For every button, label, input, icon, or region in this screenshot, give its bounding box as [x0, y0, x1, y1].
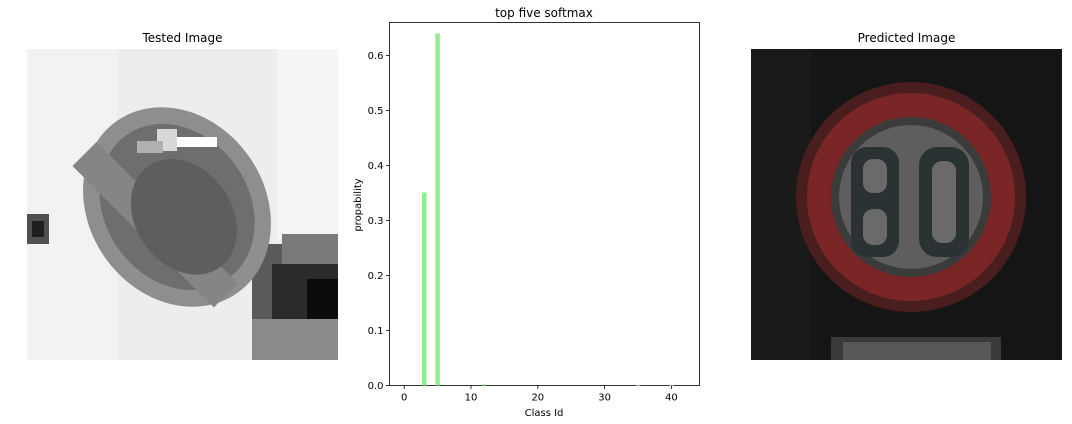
- bar-class-3: [421, 192, 427, 386]
- tested-image-graphic: [27, 49, 338, 360]
- chart-title: top five softmax: [495, 6, 593, 20]
- x-tick-label: 0: [401, 393, 407, 404]
- predicted-image-title: Predicted Image: [857, 31, 956, 45]
- y-tick-label: 0.3: [368, 216, 384, 227]
- y-tick-label: 0.6: [368, 51, 384, 62]
- x-axis-label: Class Id: [525, 408, 564, 419]
- y-tick-label: 0.2: [368, 271, 384, 282]
- bars: [421, 33, 674, 386]
- bar-class-40: [669, 384, 674, 386]
- bar-class-35: [635, 384, 641, 386]
- y-tick-label: 0.5: [368, 106, 384, 117]
- y-tick-label: 0.1: [368, 326, 384, 337]
- plot-frame: [389, 22, 700, 386]
- bar-class-5: [435, 33, 440, 386]
- x-tick-label: 10: [465, 393, 478, 404]
- y-tick-label: 0.4: [368, 161, 384, 172]
- tested-image-title: Tested Image: [142, 31, 223, 45]
- axis-ticks: 0 10 20 30 40 0.0 0.1 0.2 0.3 0.4 0.5 0.6: [368, 51, 678, 404]
- x-tick-label: 20: [531, 393, 544, 404]
- predicted-image-graphic: [751, 49, 1062, 360]
- x-tick-label: 30: [598, 393, 611, 404]
- bar-class-12: [482, 384, 487, 386]
- tested-image: [27, 49, 338, 360]
- y-axis-label: propability: [353, 178, 364, 231]
- predicted-image: [751, 49, 1062, 360]
- x-tick-label: 40: [665, 393, 678, 404]
- y-tick-label: 0.0: [368, 381, 384, 392]
